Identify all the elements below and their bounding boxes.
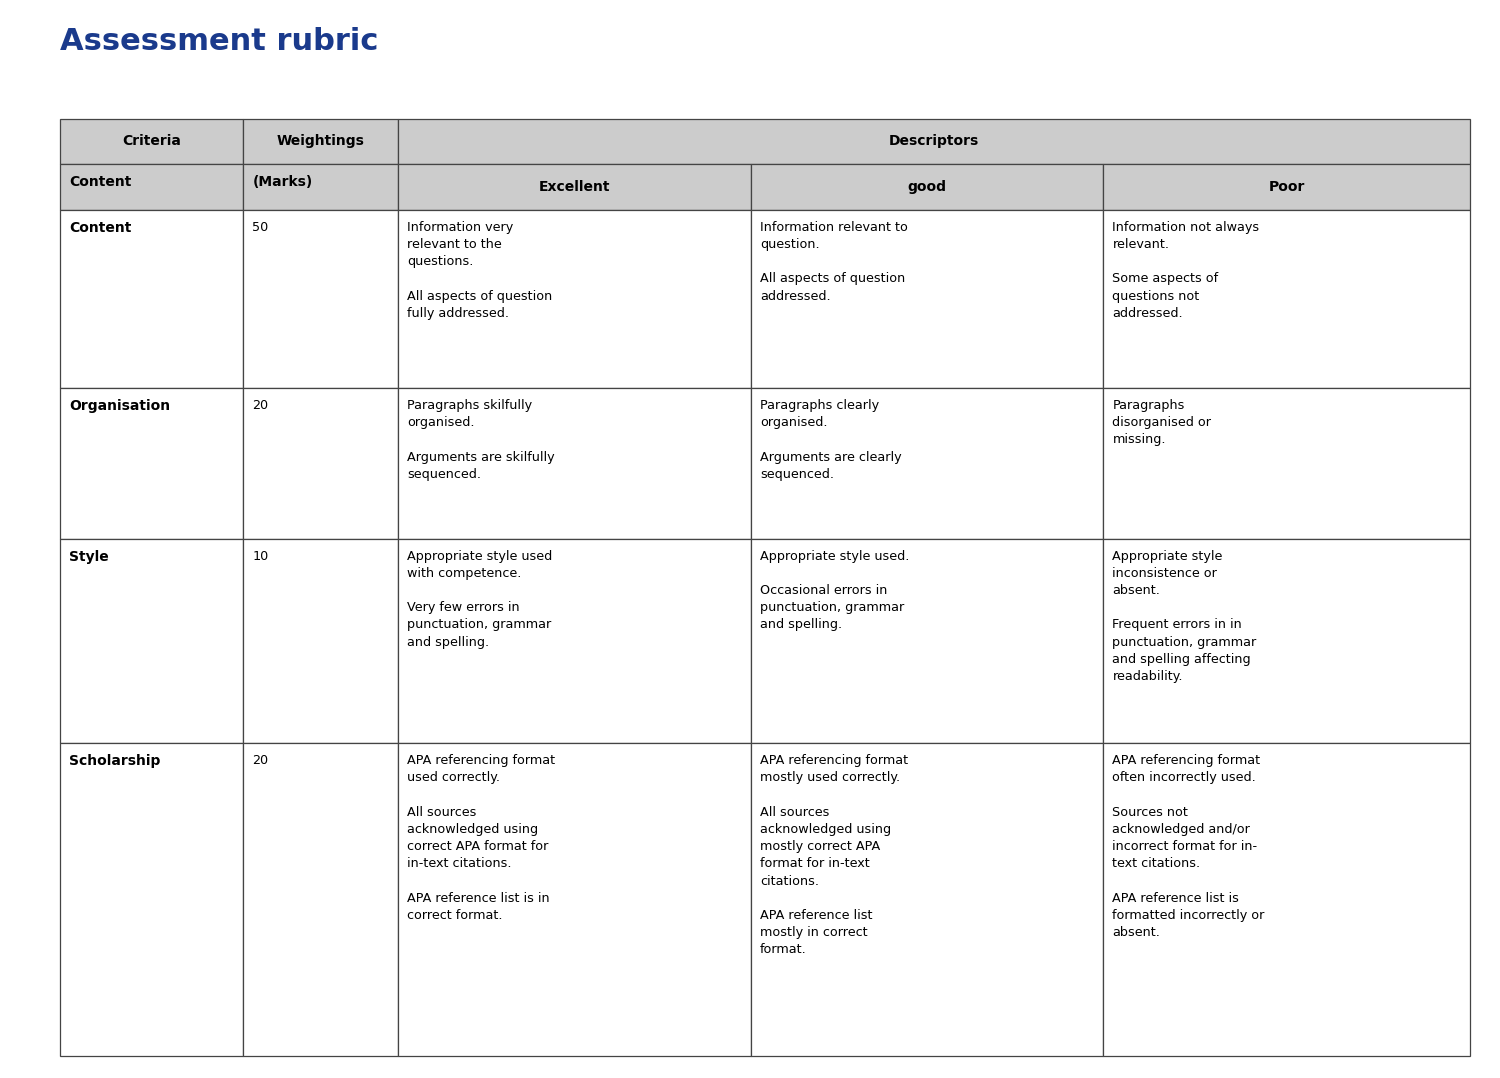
Bar [243, 539, 399, 744]
Bar [399, 119, 1470, 164]
Bar [60, 539, 243, 744]
Bar [399, 388, 752, 539]
Text: (Marks): (Marks) [252, 175, 312, 189]
Text: Information relevant to
question.

All aspects of question
addressed.: Information relevant to question. All as… [760, 221, 908, 303]
Bar [1104, 539, 1470, 744]
Bar [60, 119, 243, 164]
Bar [399, 164, 752, 210]
Bar [60, 164, 243, 210]
Text: Appropriate style
inconsistence or
absent.

Frequent errors in in
punctuation, g: Appropriate style inconsistence or absen… [1113, 550, 1257, 683]
Text: 20: 20 [252, 399, 268, 412]
Bar [752, 744, 1104, 1056]
Bar [752, 210, 1104, 388]
Bar [1104, 388, 1470, 539]
Bar [752, 164, 1104, 210]
Text: Appropriate style used
with competence.

Very few errors in
punctuation, grammar: Appropriate style used with competence. … [408, 550, 552, 649]
Bar [60, 210, 243, 388]
Text: 10: 10 [252, 550, 268, 563]
Text: APA referencing format
often incorrectly used.

Sources not
acknowledged and/or
: APA referencing format often incorrectly… [1113, 755, 1264, 939]
Bar [1104, 210, 1470, 388]
Text: Assessment rubric: Assessment rubric [60, 27, 378, 56]
Text: APA referencing format
used correctly.

All sources
acknowledged using
correct A: APA referencing format used correctly. A… [408, 755, 555, 922]
Text: Content: Content [69, 175, 132, 189]
Bar [60, 388, 243, 539]
Bar [752, 539, 1104, 744]
Bar [399, 539, 752, 744]
Bar [243, 119, 399, 164]
Text: Information very
relevant to the
questions.

All aspects of question
fully addre: Information very relevant to the questio… [408, 221, 552, 320]
Text: Organisation: Organisation [69, 399, 170, 413]
Bar [243, 164, 399, 210]
Text: Paragraphs
disorganised or
missing.: Paragraphs disorganised or missing. [1113, 399, 1212, 446]
Text: Style: Style [69, 550, 108, 564]
Text: Excellent: Excellent [538, 180, 610, 194]
Text: Descriptors: Descriptors [890, 135, 980, 149]
Bar [243, 744, 399, 1056]
Text: Content: Content [69, 221, 132, 235]
Text: good: good [908, 180, 946, 194]
Text: Information not always
relevant.

Some aspects of
questions not
addressed.: Information not always relevant. Some as… [1113, 221, 1260, 320]
Text: Scholarship: Scholarship [69, 755, 160, 769]
Text: Criteria: Criteria [122, 135, 182, 149]
Text: 50: 50 [252, 221, 268, 234]
Text: Appropriate style used.

Occasional errors in
punctuation, grammar
and spelling.: Appropriate style used. Occasional error… [760, 550, 909, 632]
Bar [752, 388, 1104, 539]
Bar [243, 210, 399, 388]
Bar [1104, 744, 1470, 1056]
Bar [60, 744, 243, 1056]
Bar [399, 744, 752, 1056]
Text: Paragraphs skilfully
organised.

Arguments are skilfully
sequenced.: Paragraphs skilfully organised. Argument… [408, 399, 555, 481]
Text: Poor: Poor [1269, 180, 1305, 194]
Bar [243, 388, 399, 539]
Text: Weightings: Weightings [278, 135, 364, 149]
Text: 20: 20 [252, 755, 268, 768]
Bar [1104, 164, 1470, 210]
Bar [399, 210, 752, 388]
Text: APA referencing format
mostly used correctly.

All sources
acknowledged using
mo: APA referencing format mostly used corre… [760, 755, 908, 956]
Text: Paragraphs clearly
organised.

Arguments are clearly
sequenced.: Paragraphs clearly organised. Arguments … [760, 399, 902, 481]
